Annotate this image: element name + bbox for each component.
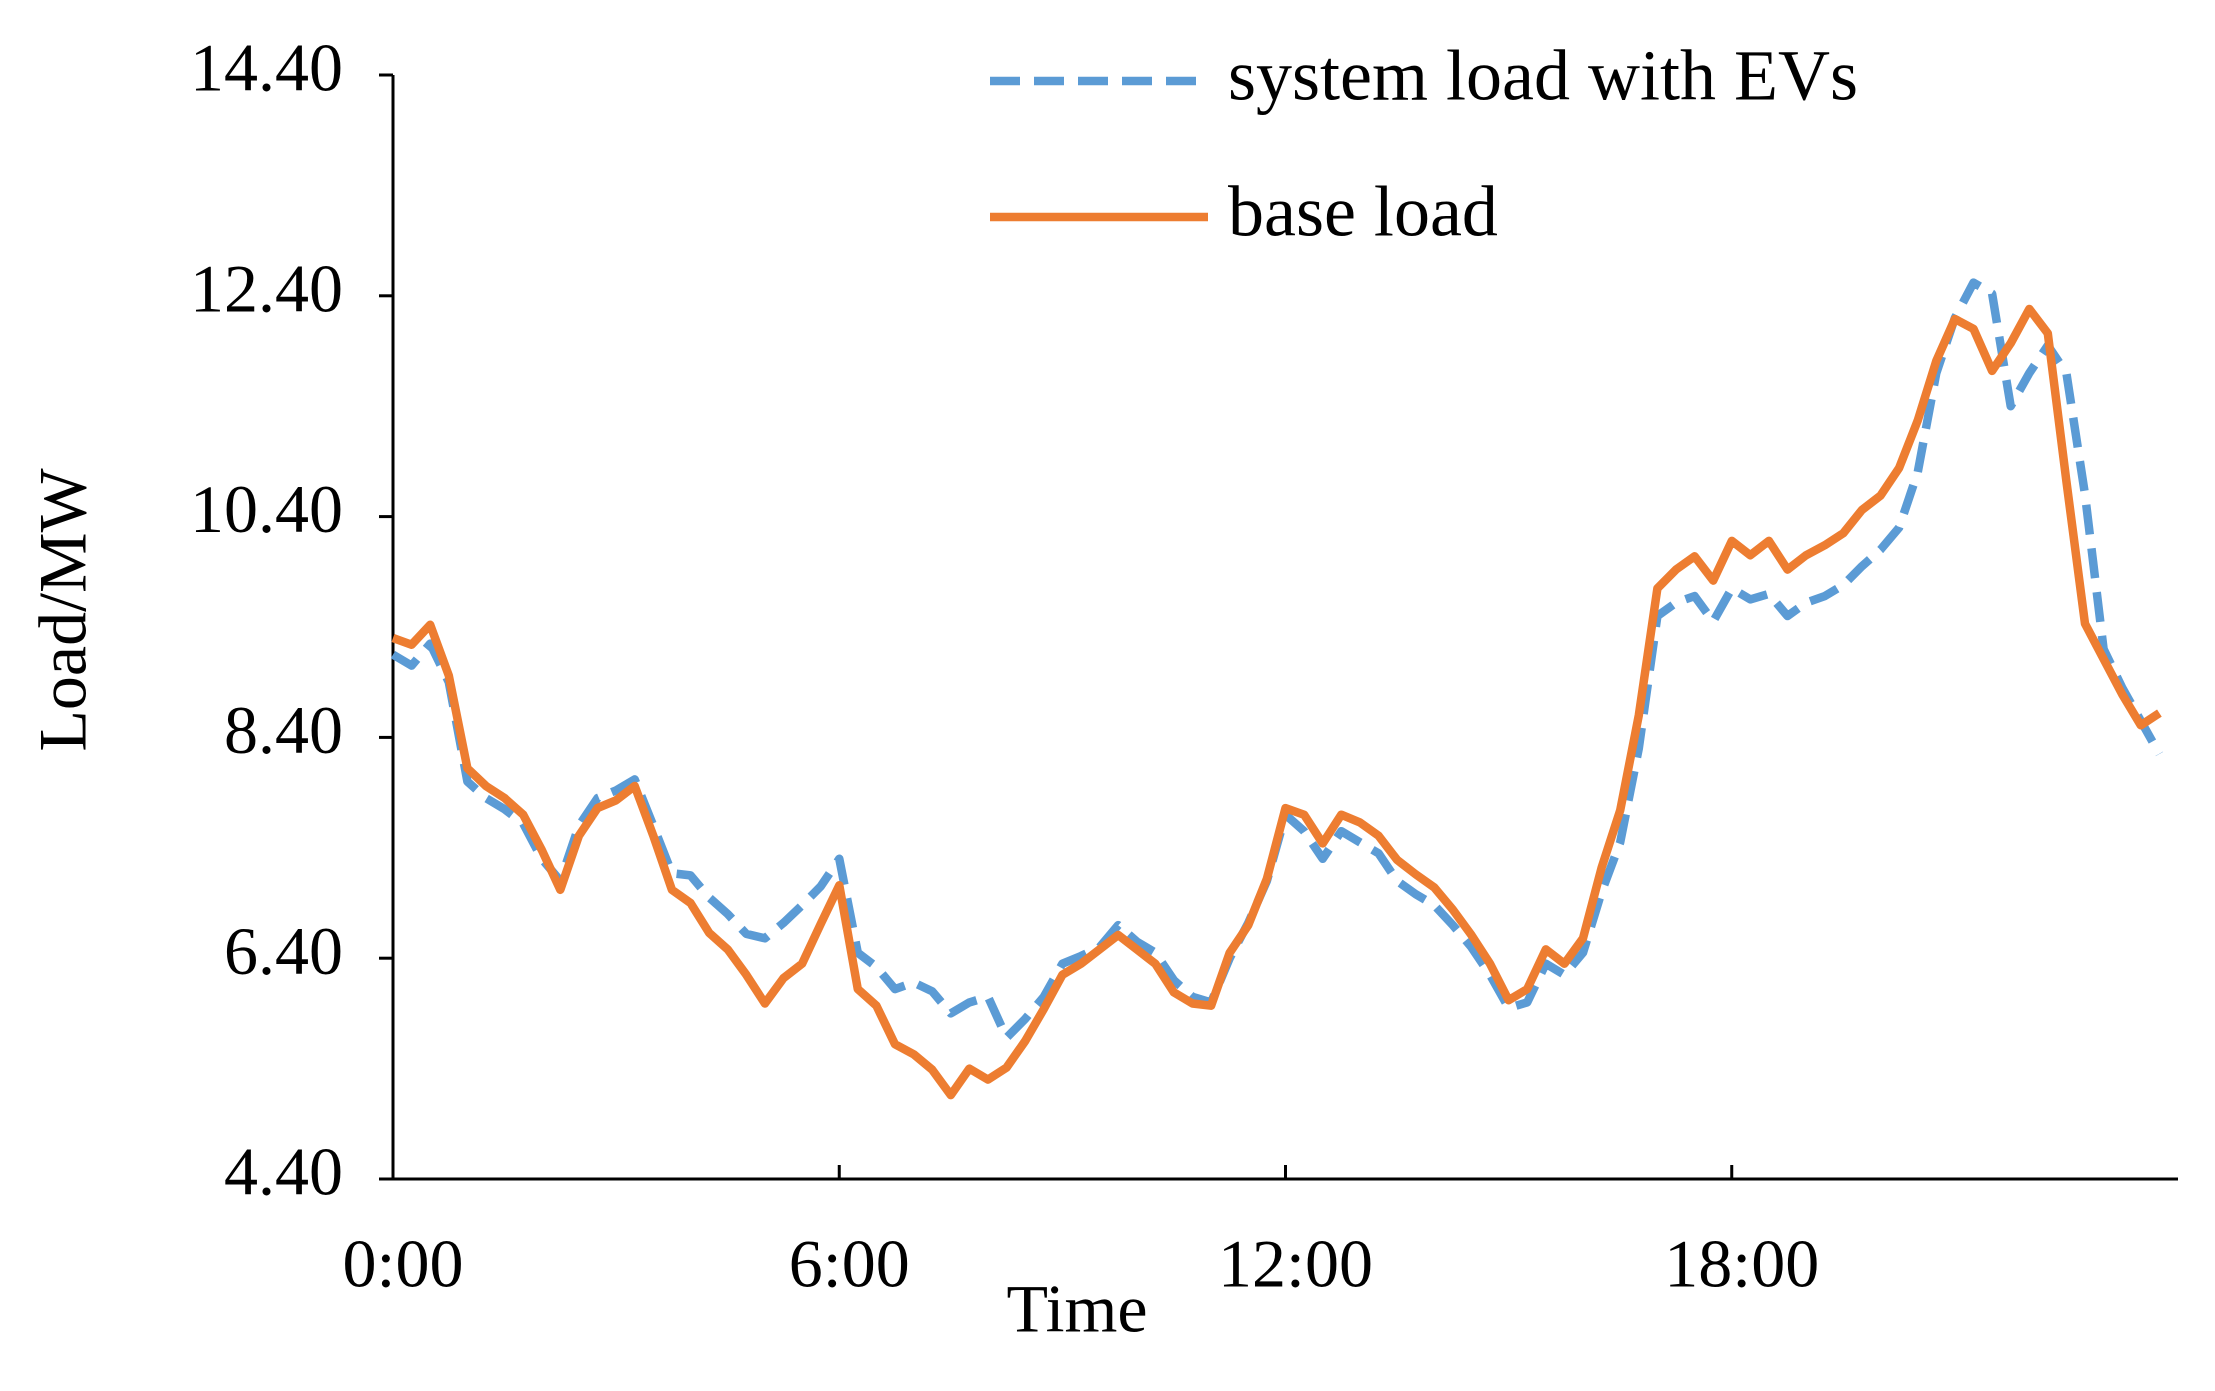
x-tick-label: 18:00 [1664,1226,1819,1302]
y-axis-label: Load/MW [25,468,101,752]
y-tick-label: 12.40 [190,250,343,326]
x-axis-label: Time [1006,1271,1147,1347]
legend-label: base load [1228,172,1498,252]
data-line [390,278,2164,1042]
x-tick-label: 12:00 [1218,1226,1373,1302]
data-line [391,304,2162,1100]
y-tick-label: 14.40 [190,30,343,106]
y-tick-label: 8.40 [224,692,343,768]
y-tick-label: 4.40 [224,1134,343,1210]
legend-label: system load with EVs [1228,36,1858,116]
x-tick-label: 6:00 [789,1226,910,1302]
y-tick-label: 6.40 [224,913,343,989]
x-tick-label: 0:00 [343,1226,464,1302]
y-tick-label: 10.40 [190,471,343,547]
